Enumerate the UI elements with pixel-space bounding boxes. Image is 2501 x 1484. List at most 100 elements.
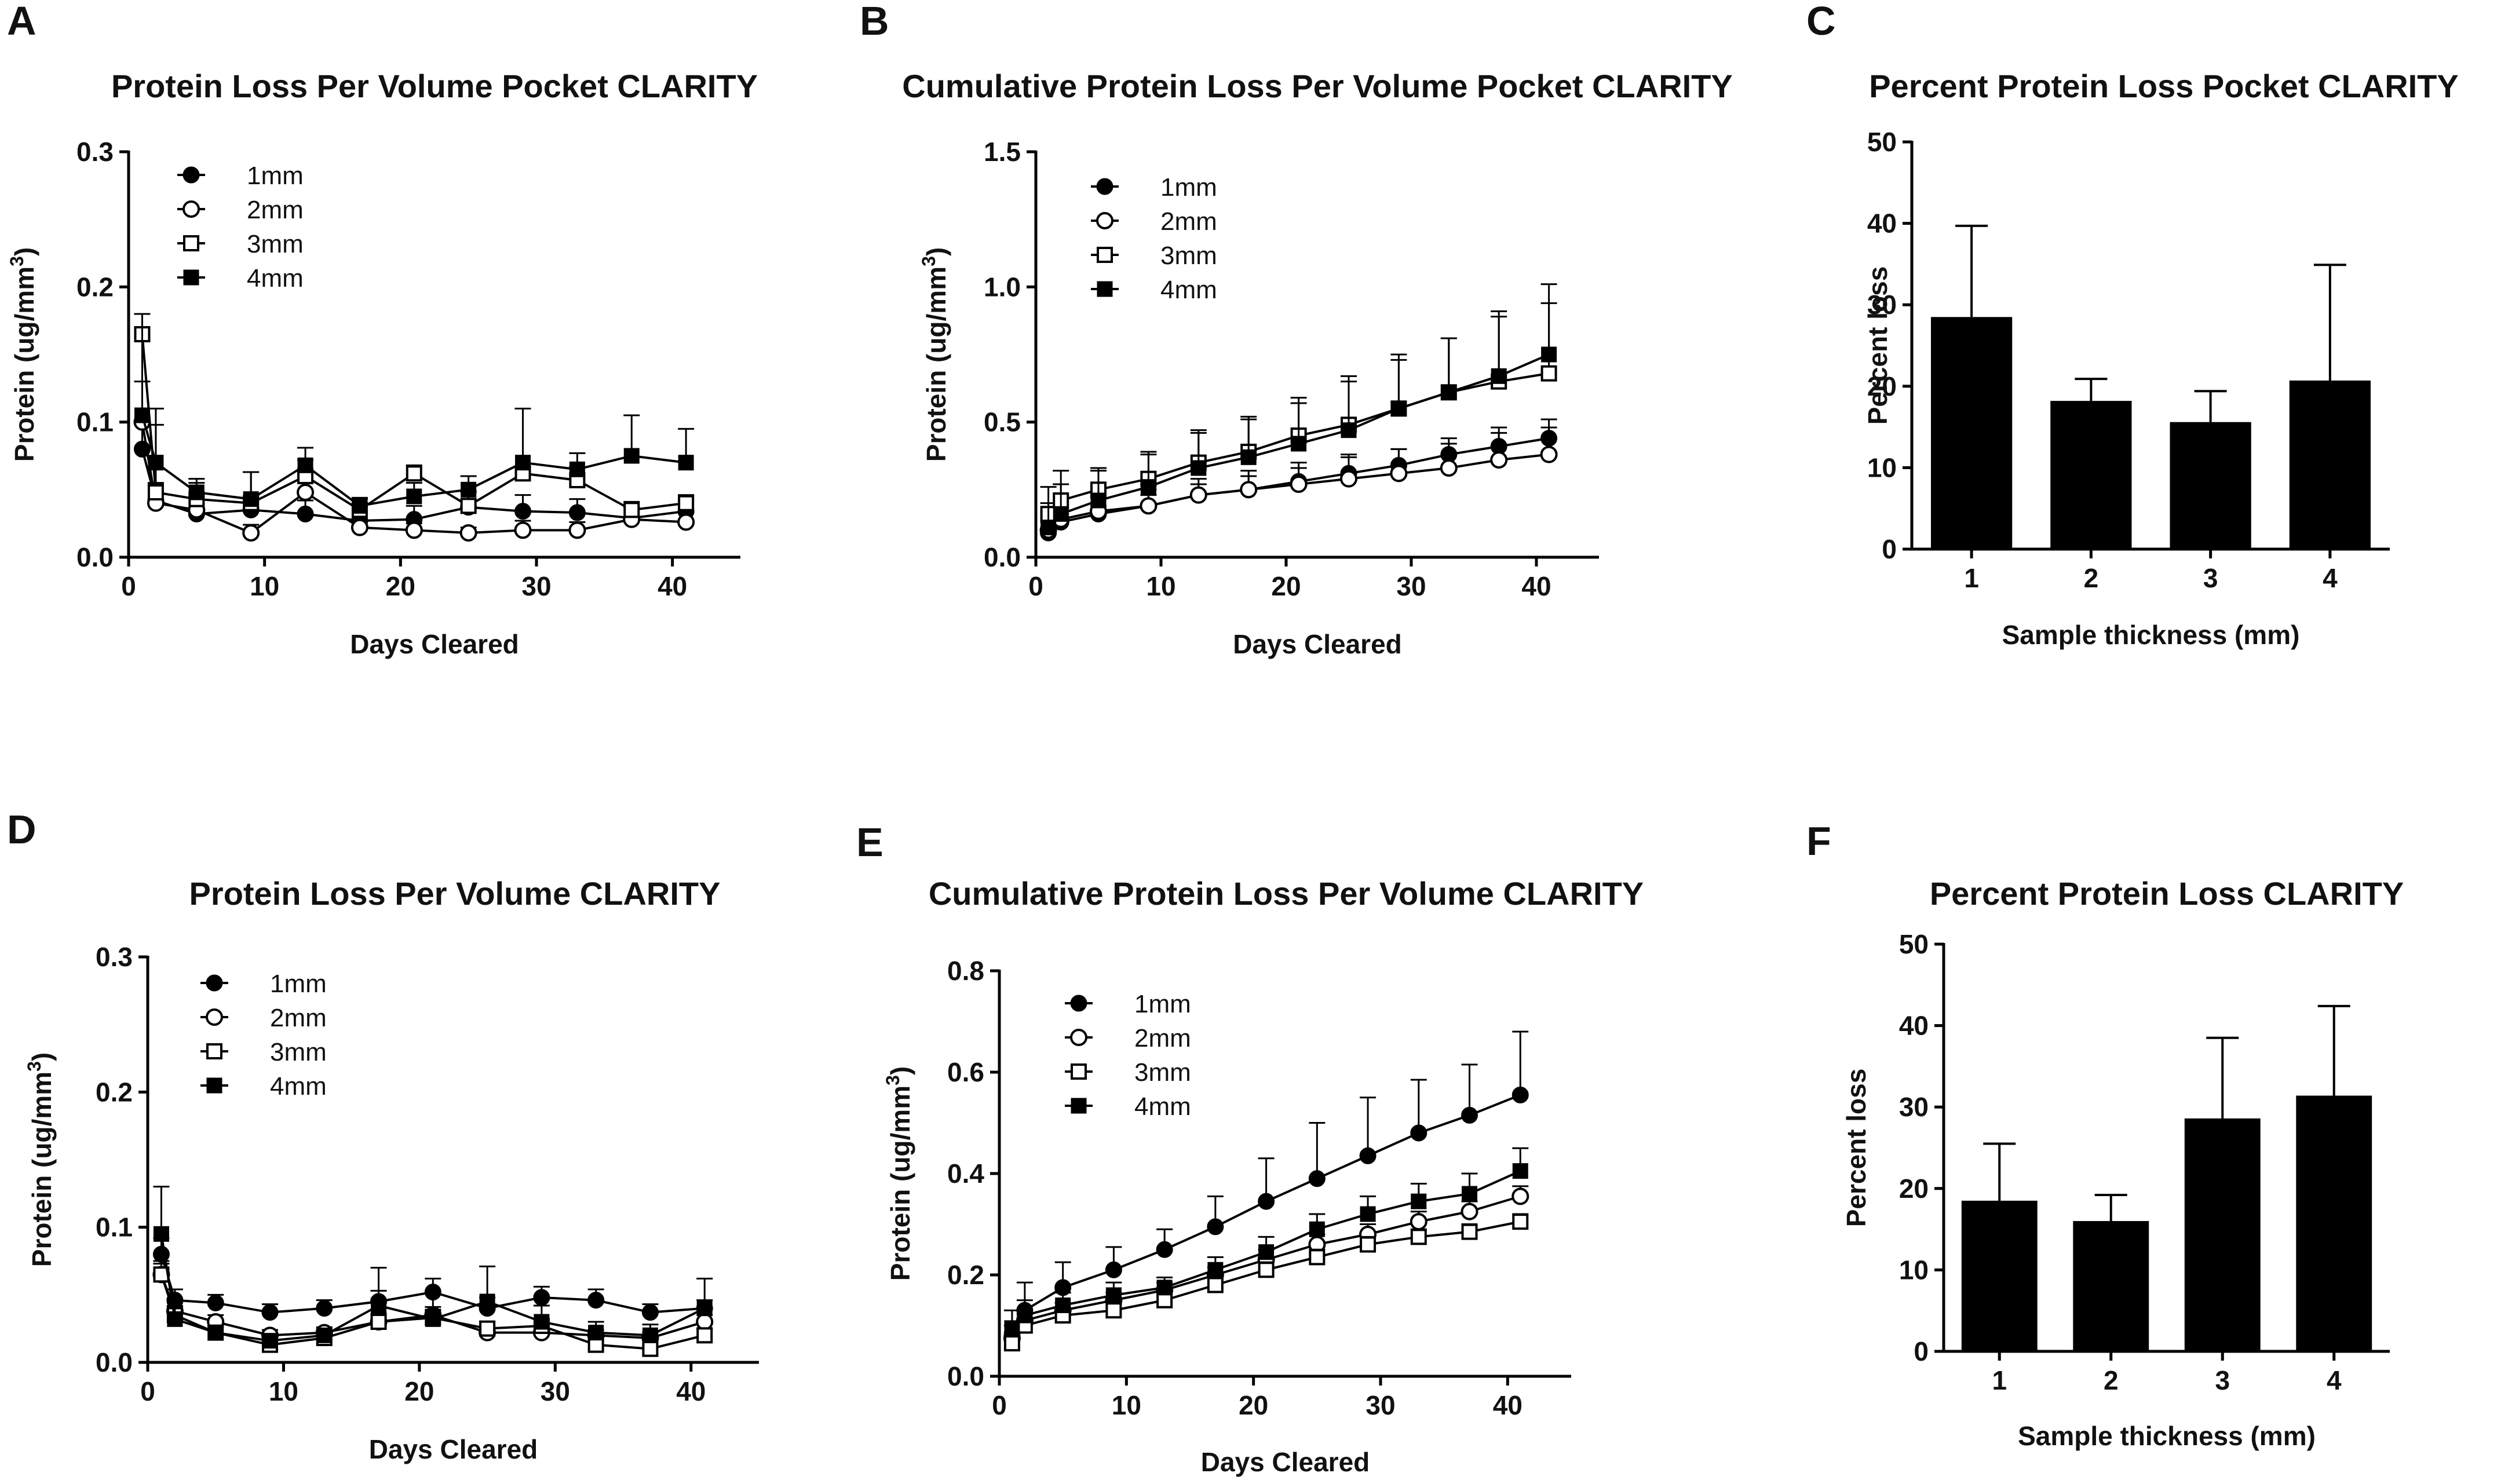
- y-axis-label-close: ): [9, 247, 39, 256]
- legend-marker: [1070, 995, 1087, 1012]
- data-point: [316, 1300, 333, 1317]
- y-tick-label: 20: [1867, 371, 1897, 401]
- y-tick-label: 0.0: [76, 542, 114, 572]
- y-axis-label-text: Protein (ug/mm: [27, 1072, 57, 1267]
- panel-f: F Percent Protein Loss CLARITY 0 10 20 30 40 50…: [1806, 818, 2404, 1451]
- data-point: [1461, 1202, 1478, 1220]
- y-tick-label: 0.0: [96, 1347, 133, 1377]
- y-tick-label: 1.5: [984, 137, 1021, 167]
- data-point: [569, 461, 585, 477]
- series-3mm: [1003, 1213, 1529, 1352]
- y-tick-label: 0.3: [96, 942, 133, 972]
- data-point: [1511, 1086, 1529, 1103]
- x-axis-label: Sample thickness (mm): [2018, 1421, 2316, 1451]
- x-tick-label: 20: [404, 1376, 434, 1406]
- data-point: [568, 504, 586, 521]
- data-point: [1240, 449, 1257, 465]
- data-point: [1258, 1244, 1275, 1260]
- data-point: [534, 1314, 550, 1330]
- data-point: [207, 1294, 224, 1311]
- data-point: [533, 1289, 550, 1306]
- x-axis-label: Days Cleared: [369, 1434, 538, 1464]
- data-point: [406, 465, 422, 482]
- legend-marker: [1071, 1098, 1087, 1114]
- data-point: [479, 1293, 495, 1310]
- data-point: [1291, 436, 1307, 452]
- y-tick-label: 10: [1867, 452, 1897, 483]
- legend-label: 4mm: [247, 264, 304, 293]
- data-point: [696, 1300, 713, 1317]
- data-point: [1461, 1106, 1478, 1124]
- data-point: [262, 1333, 278, 1349]
- legend-label: 4mm: [1134, 1092, 1191, 1121]
- data-point: [514, 521, 532, 539]
- data-point: [1003, 1335, 1020, 1352]
- legend-label: 2mm: [1134, 1024, 1191, 1052]
- bar: [1961, 1200, 2038, 1351]
- y-tick-label: 30: [1899, 1092, 1929, 1122]
- data-point: [1105, 1287, 1122, 1303]
- y-tick-label: 0.6: [947, 1057, 984, 1087]
- x-axis-label: Days Cleared: [1233, 629, 1402, 659]
- data-point: [1090, 492, 1107, 509]
- data-point: [147, 484, 164, 500]
- bar: [2289, 380, 2371, 549]
- data-point: [425, 1311, 441, 1327]
- data-point: [479, 1320, 496, 1337]
- data-point: [641, 1304, 659, 1321]
- data-point: [696, 1313, 714, 1331]
- data-point: [352, 498, 368, 514]
- data-point: [1309, 1249, 1326, 1266]
- x-tick-label: 40: [1521, 571, 1551, 601]
- data-point: [207, 1325, 224, 1341]
- chart-title: Percent Protein Loss Pocket CLARITY: [1869, 68, 2459, 104]
- y-axis-label-close: ): [885, 1066, 915, 1075]
- data-point: [1055, 1297, 1071, 1313]
- x-tick-label: 20: [1271, 571, 1301, 601]
- y-tick-label: 0.0: [947, 1361, 984, 1391]
- bar: [2073, 1221, 2149, 1351]
- legend-label: 4mm: [1160, 276, 1217, 304]
- data-point: [1410, 1124, 1427, 1142]
- x-axis-label: Days Cleared: [1201, 1447, 1370, 1477]
- y-tick-label: 0.5: [984, 407, 1021, 437]
- legend: 1mm 2mm 3mm 4mm: [200, 970, 327, 1101]
- y-axis-label-superscript: 3: [918, 256, 939, 266]
- legend-label: 2mm: [270, 1004, 327, 1032]
- bar: [2050, 401, 2132, 549]
- legend-marker: [1096, 212, 1113, 229]
- legend-label: 3mm: [1134, 1058, 1191, 1087]
- series-4mm: [1003, 1147, 1529, 1336]
- data-point: [460, 498, 477, 514]
- data-point: [261, 1304, 279, 1321]
- data-point: [623, 448, 640, 464]
- panel-letter: A: [7, 0, 36, 43]
- data-point: [642, 1340, 659, 1357]
- data-point: [1156, 1280, 1173, 1296]
- x-tick-label: 30: [1365, 1390, 1395, 1420]
- y-tick-label: 0.1: [76, 407, 114, 437]
- legend-marker: [183, 235, 199, 251]
- data-point: [678, 455, 694, 471]
- data-point: [1258, 1193, 1275, 1210]
- data-point: [1360, 1236, 1377, 1253]
- y-tick-label: 0.2: [96, 1077, 133, 1107]
- data-point: [350, 518, 368, 536]
- data-point: [1207, 1262, 1224, 1278]
- y-tick-label: 1.0: [984, 272, 1021, 302]
- data-point: [568, 521, 586, 539]
- data-point: [406, 488, 422, 505]
- legend-marker: [1097, 281, 1113, 297]
- bar: [2296, 1095, 2372, 1351]
- data-point: [1441, 384, 1457, 400]
- x-axis-label: Days Cleared: [350, 629, 519, 659]
- y-tick-label: 20: [1899, 1174, 1929, 1204]
- data-point: [243, 491, 259, 507]
- data-point: [1411, 1193, 1427, 1209]
- data-point: [242, 524, 260, 542]
- data-point: [1360, 1206, 1376, 1222]
- bar: [1931, 317, 2013, 549]
- data-point: [1191, 460, 1207, 476]
- x-tick-label: 30: [521, 571, 551, 601]
- y-axis-label-text: Protein (ug/mm: [885, 1085, 915, 1281]
